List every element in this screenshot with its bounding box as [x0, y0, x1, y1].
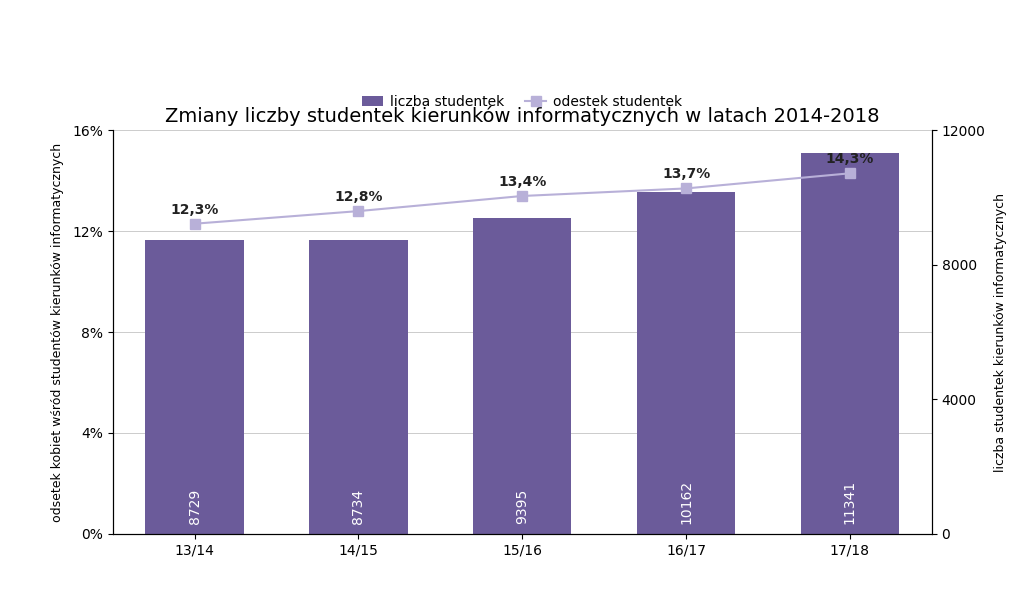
Bar: [473, 218, 571, 534]
Bar: [801, 152, 899, 534]
Text: 9395: 9395: [515, 489, 529, 524]
Y-axis label: odsetek kobiet wśród studentów kierunków informatycznych: odsetek kobiet wśród studentów kierunków…: [51, 142, 63, 522]
Bar: [637, 192, 735, 534]
Y-axis label: liczba studentek kierunków informatycznych: liczba studentek kierunków informatyczny…: [993, 193, 1007, 471]
Title: Zmiany liczby studentek kierunków informatycznych w latach 2014-2018: Zmiany liczby studentek kierunków inform…: [165, 106, 880, 126]
Text: 13,4%: 13,4%: [498, 175, 547, 189]
Bar: [309, 240, 408, 534]
Text: 10162: 10162: [679, 480, 693, 524]
Text: 12,3%: 12,3%: [170, 203, 219, 216]
Text: 11341: 11341: [843, 480, 857, 524]
Text: 12,8%: 12,8%: [334, 190, 383, 204]
Text: 14,3%: 14,3%: [825, 152, 874, 166]
Legend: liczba studentek, odestek studentek: liczba studentek, odestek studentek: [355, 88, 689, 116]
Text: 8729: 8729: [187, 489, 202, 524]
Text: 8734: 8734: [351, 489, 366, 524]
Bar: [145, 240, 244, 534]
Text: 13,7%: 13,7%: [662, 167, 711, 181]
